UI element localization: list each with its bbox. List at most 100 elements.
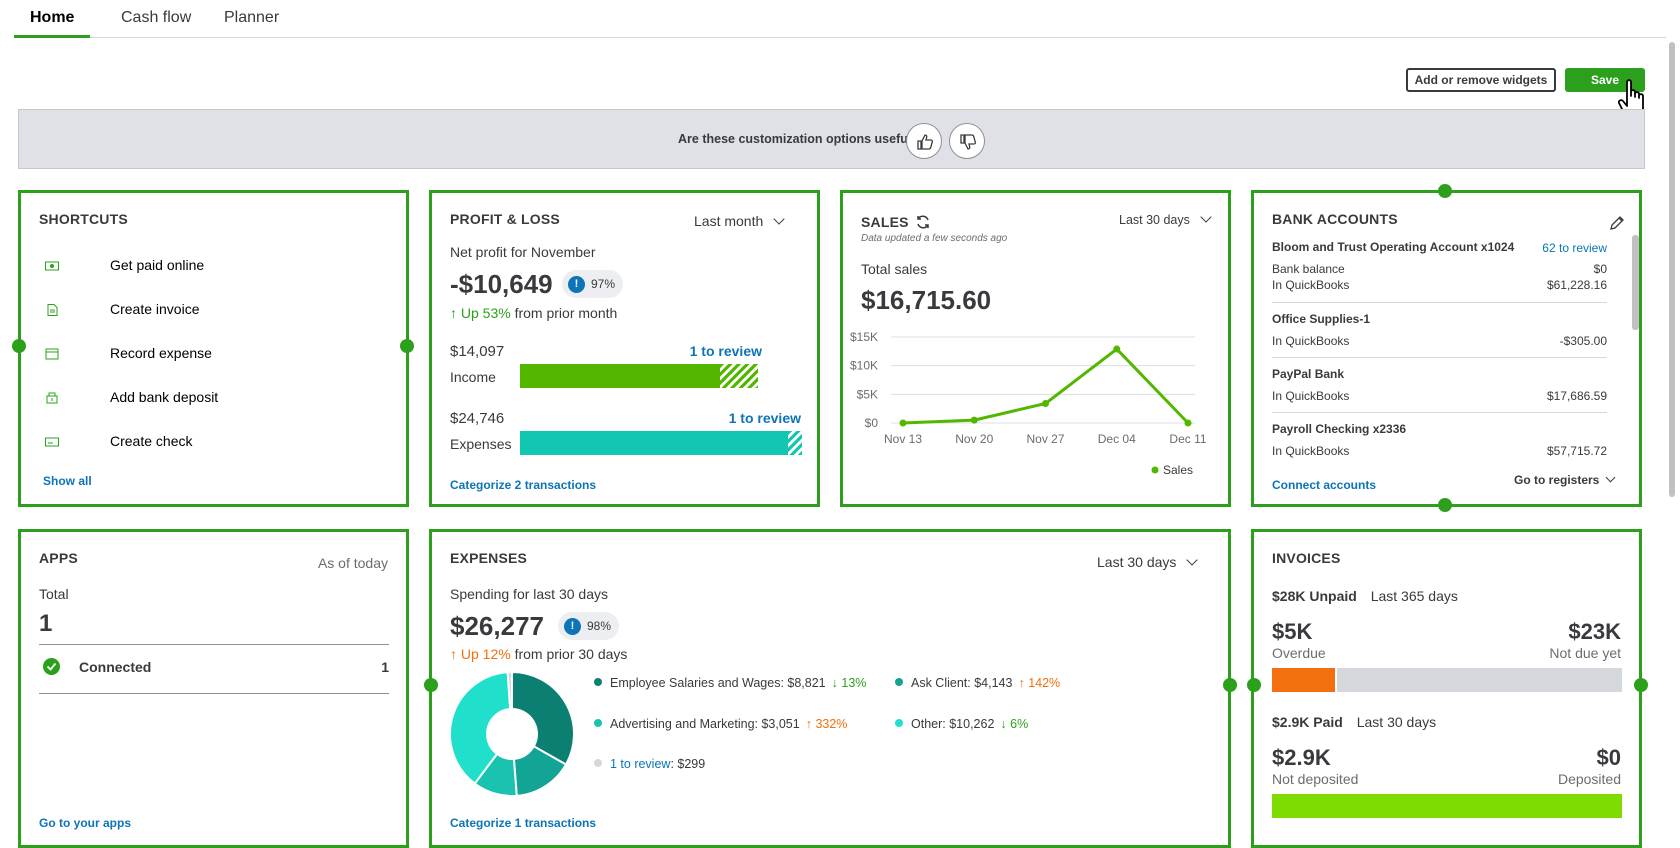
- divider: [1272, 357, 1607, 358]
- resize-handle[interactable]: [400, 339, 414, 353]
- legend-item[interactable]: Other: $10,262 ↓ 6%: [895, 717, 1028, 731]
- tab-cash-flow[interactable]: Cash flow: [121, 9, 192, 26]
- sales-period-dropdown[interactable]: Last 30 days: [1119, 211, 1212, 227]
- legend-item[interactable]: Ask Client: $4,143 ↑ 142%: [895, 676, 1060, 690]
- not-due-bar[interactable]: [1337, 668, 1622, 692]
- expenses-review-link[interactable]: 1 to review: [728, 410, 801, 426]
- not-deposited-bar[interactable]: [1272, 794, 1622, 818]
- show-all-link[interactable]: Show all: [43, 474, 92, 488]
- total-sales-label: Total sales: [861, 261, 928, 277]
- y-tick-label: $0: [865, 416, 879, 430]
- shortcuts-widget: SHORTCUTS Get paid online Create invoice…: [18, 190, 409, 507]
- arrow-up-icon: ↑: [450, 305, 457, 321]
- shortcut-create-check[interactable]: Create check: [41, 427, 341, 457]
- resize-handle[interactable]: [1438, 498, 1452, 512]
- income-review-link[interactable]: 1 to review: [689, 343, 762, 359]
- donut-slice[interactable]: [506, 672, 513, 711]
- legend-dot: [895, 719, 903, 727]
- resize-handle[interactable]: [1223, 678, 1237, 692]
- x-tick-label: Nov 20: [955, 432, 993, 446]
- feedback-question: Are these customization options useful?: [678, 132, 919, 146]
- bank-account-row[interactable]: Bloom and Trust Operating Account x1024 …: [1272, 240, 1607, 292]
- sales-data-point: [1184, 419, 1192, 427]
- bank-account-row[interactable]: PayPal Bank In QuickBooks $17,686.59: [1272, 367, 1607, 403]
- bank-account-name: Bloom and Trust Operating Account x1024: [1272, 240, 1515, 254]
- resize-handle[interactable]: [1247, 678, 1261, 692]
- save-button[interactable]: Save: [1565, 68, 1645, 92]
- expenses-donut-chart[interactable]: [450, 672, 574, 796]
- info-icon: !: [564, 617, 581, 635]
- go-to-registers-dropdown[interactable]: Go to registers: [1514, 472, 1616, 487]
- add-remove-widgets-button[interactable]: Add or remove widgets: [1406, 68, 1556, 92]
- paid-summary: $2.9K Paid Last 30 days: [1272, 714, 1436, 730]
- apps-widget: APPS As of today Total 1 Connected 1 Go …: [18, 529, 409, 848]
- profit-loss-period-dropdown[interactable]: Last month: [694, 213, 785, 229]
- bank-review-link[interactable]: 62 to review: [1542, 241, 1607, 255]
- legend-item-review[interactable]: 1 to review: $299: [594, 757, 705, 771]
- categorize-link[interactable]: Categorize 2 transactions: [450, 478, 597, 492]
- resize-handle[interactable]: [12, 339, 26, 353]
- shortcut-add-bank-deposit[interactable]: Add bank deposit: [41, 383, 341, 413]
- resize-handle[interactable]: [424, 678, 438, 692]
- deposited-label: Deposited: [1557, 771, 1621, 787]
- page-scrollbar-thumb[interactable]: [1669, 42, 1675, 497]
- arrow-up-icon: ↑: [450, 646, 457, 662]
- refresh-icon[interactable]: [915, 214, 931, 230]
- not-deposited-amount: $2.9K: [1272, 745, 1331, 770]
- overdue-bar[interactable]: [1272, 668, 1335, 692]
- legend-change: 13%: [841, 676, 867, 690]
- bank-account-row[interactable]: Payroll Checking x2336 In QuickBooks $57,…: [1272, 422, 1607, 458]
- not-due-amount: $23K: [1568, 619, 1621, 644]
- unpaid-total: $28K Unpaid: [1272, 588, 1357, 604]
- resize-handle[interactable]: [1634, 678, 1648, 692]
- tab-home[interactable]: Home: [14, 9, 91, 38]
- chevron-down-icon: [1186, 554, 1199, 566]
- confidence-badge[interactable]: ! 97%: [562, 270, 624, 298]
- categorize-link[interactable]: Categorize 1 transactions: [450, 816, 597, 830]
- sales-line-chart[interactable]: $0 $5K $10K $15K Nov 13 Nov 20 Nov 27 Dec 04 Dec…: [843, 323, 1228, 493]
- receipt-icon: [45, 348, 59, 360]
- shortcut-label: Record expense: [110, 345, 212, 361]
- bank-account-row[interactable]: Office Supplies-1 In QuickBooks -$305.00: [1272, 312, 1607, 348]
- shortcut-get-paid-online[interactable]: Get paid online: [41, 251, 341, 281]
- donut-slice[interactable]: [450, 672, 512, 785]
- shortcut-record-expense[interactable]: Record expense: [41, 339, 341, 369]
- review-link[interactable]: 1 to review: [610, 757, 671, 771]
- in-quickbooks-row: In QuickBooks $57,715.72: [1272, 444, 1607, 458]
- legend-item[interactable]: Advertising and Marketing: $3,051 ↑ 332%: [594, 717, 847, 731]
- chevron-down-icon: [1200, 211, 1212, 223]
- resize-handle[interactable]: [1438, 184, 1452, 198]
- legend-item[interactable]: Employee Salaries and Wages: $8,821 ↓ 13%: [594, 676, 866, 690]
- expenses-unreviewed-bar[interactable]: [788, 431, 802, 455]
- expenses-subtitle: Spending for last 30 days: [450, 586, 608, 602]
- change-suffix: from prior 30 days: [514, 646, 628, 662]
- legend-change: 142%: [1028, 676, 1061, 690]
- pencil-icon[interactable]: [1609, 215, 1625, 231]
- divider: [1272, 302, 1607, 303]
- legend-label: Ask Client: $4,143: [911, 676, 1013, 690]
- shortcut-create-invoice[interactable]: Create invoice: [41, 295, 341, 325]
- top-tabs: Home Cash flow Planner: [14, 0, 1666, 38]
- bank-deposit-icon: [46, 392, 58, 404]
- thumbs-down-button[interactable]: [949, 123, 985, 159]
- thumbs-up-button[interactable]: [906, 123, 942, 159]
- shortcuts-title: SHORTCUTS: [39, 211, 128, 227]
- go-to-apps-link[interactable]: Go to your apps: [39, 816, 132, 830]
- expenses-bar[interactable]: [520, 431, 788, 455]
- income-bar[interactable]: [520, 364, 720, 388]
- connected-apps-row[interactable]: Connected 1: [39, 658, 389, 682]
- tab-planner[interactable]: Planner: [224, 9, 280, 26]
- income-unreviewed-bar[interactable]: [720, 364, 758, 388]
- row-label: In QuickBooks: [1272, 444, 1350, 458]
- connect-accounts-link[interactable]: Connect accounts: [1272, 478, 1377, 492]
- expenses-period-dropdown[interactable]: Last 30 days: [1097, 554, 1199, 570]
- paid-period: Last 30 days: [1356, 714, 1437, 730]
- confidence-badge[interactable]: ! 98%: [558, 612, 620, 640]
- bank-scrollbar[interactable]: [1632, 235, 1639, 330]
- not-due-label: Not due yet: [1549, 645, 1621, 661]
- donut-slice[interactable]: [511, 672, 574, 766]
- sales-widget: SALES Data updated a few seconds ago Las…: [840, 190, 1231, 507]
- paid-total: $2.9K Paid: [1272, 714, 1343, 730]
- divider: [39, 644, 389, 645]
- legend-dot: [594, 759, 602, 767]
